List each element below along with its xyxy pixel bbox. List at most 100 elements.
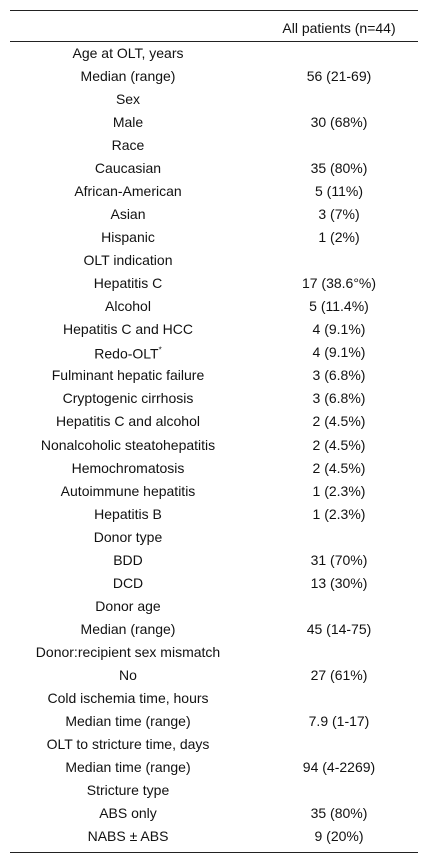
row-label: Caucasian bbox=[95, 160, 161, 176]
row-label-text: Donor:recipient sex mismatch bbox=[35, 643, 221, 660]
row-label: Donor age bbox=[95, 598, 160, 614]
row-label: Hemochromatosis bbox=[72, 460, 185, 476]
row-value: 1 (2.3%) bbox=[312, 482, 366, 499]
row-label-text: BDD bbox=[113, 551, 143, 568]
row-value: 5 (11.4%) bbox=[309, 298, 369, 315]
row-label-text: OLT to stricture time, days bbox=[46, 735, 210, 752]
row-label: Median (range) bbox=[81, 68, 176, 84]
row-value: 94 (4-2269) bbox=[302, 758, 376, 775]
row-label: Hepatitis C bbox=[94, 275, 162, 291]
row-label-text: Sex bbox=[115, 91, 141, 108]
row-value: 56 (21-69) bbox=[306, 68, 372, 85]
row-label-text: Hepatitis C and alcohol bbox=[56, 413, 200, 430]
row-label: Median (range) bbox=[81, 621, 176, 637]
row-label: Redo-OLT* bbox=[94, 343, 161, 362]
footnote-mark: * bbox=[158, 345, 162, 355]
row-label-text: Median (range) bbox=[80, 68, 176, 85]
row-label: No bbox=[119, 667, 137, 683]
row-value: 2 (4.5%) bbox=[312, 413, 366, 430]
row-label: Hepatitis C and HCC bbox=[63, 321, 193, 337]
row-label-text: Cryptogenic cirrhosis bbox=[62, 390, 194, 407]
row-label: Donor type bbox=[94, 529, 162, 545]
row-label-text: African-American bbox=[74, 183, 182, 200]
row-label: Race bbox=[112, 137, 145, 153]
row-label-text: Race bbox=[111, 137, 145, 154]
row-value: 5 (11%) bbox=[315, 183, 363, 200]
row-value: 3 (7%) bbox=[318, 206, 360, 223]
row-label: Sex bbox=[116, 91, 140, 107]
row-label-text: Median time (range) bbox=[65, 758, 191, 775]
row-label-text: Hepatitis C bbox=[93, 275, 163, 292]
row-label-text: OLT indication bbox=[83, 252, 173, 269]
row-label: Median time (range) bbox=[65, 713, 190, 729]
row-value: 1 (2.3%) bbox=[312, 505, 366, 522]
row-value: 45 (14-75) bbox=[306, 620, 372, 637]
row-label: Alcohol bbox=[105, 298, 151, 314]
row-value: 4 (9.1%) bbox=[312, 344, 366, 361]
header: All patients (n=44) bbox=[282, 20, 396, 36]
row-label: NABS ± ABS bbox=[88, 828, 169, 844]
row-label: BDD bbox=[113, 552, 143, 568]
row-label-text: Donor age bbox=[95, 597, 161, 614]
bottom-rule bbox=[10, 852, 418, 853]
row-label: Fulminant hepatic failure bbox=[52, 367, 205, 383]
row-label: Stricture type bbox=[87, 782, 169, 798]
row-label-text: Cold ischemia time, hours bbox=[47, 689, 209, 706]
row-value: 2 (4.5%) bbox=[312, 459, 366, 476]
row-label: Male bbox=[113, 114, 143, 130]
row-label-text: Fulminant hepatic failure bbox=[51, 367, 205, 384]
row-label-text: ABS only bbox=[99, 804, 157, 821]
row-value: 3 (6.8%) bbox=[312, 367, 366, 384]
row-label: OLT indication bbox=[84, 252, 173, 268]
row-label-text: Stricture type bbox=[86, 781, 170, 798]
row-label: Hepatitis B bbox=[94, 506, 162, 522]
row-label-text: Redo-OLT bbox=[94, 345, 159, 362]
row-label-text: NABS ± ABS bbox=[87, 828, 169, 845]
row-label-text: Male bbox=[112, 114, 144, 131]
top-rule bbox=[10, 10, 418, 11]
row-label-text: DCD bbox=[112, 574, 144, 591]
row-label-text: Donor type bbox=[93, 528, 163, 545]
row-value: 4 (9.1%) bbox=[312, 321, 366, 338]
row-label-text: Nonalcoholic steatohepatitis bbox=[40, 436, 216, 453]
row-label: Median time (range) bbox=[65, 759, 190, 775]
row-label: Asian bbox=[110, 206, 145, 222]
row-label: Hispanic bbox=[101, 229, 155, 245]
row-label-text: Median (range) bbox=[80, 620, 176, 637]
row-label: Age at OLT, years bbox=[72, 45, 183, 61]
row-label: DCD bbox=[113, 575, 143, 591]
row-label-text: Hispanic bbox=[101, 229, 155, 246]
row-value: 17 (38.6°%) bbox=[301, 275, 377, 292]
row-value: 1 (2%) bbox=[318, 229, 360, 246]
row-value: 30 (68%) bbox=[310, 114, 368, 131]
row-label-text: Hepatitis B bbox=[94, 505, 162, 522]
row-label-text: Autoimmune hepatitis bbox=[60, 482, 196, 499]
row-value: 3 (6.8%) bbox=[312, 390, 366, 407]
row-label: Hepatitis C and alcohol bbox=[56, 413, 200, 429]
row-value: 13 (30%) bbox=[310, 574, 368, 591]
row-label-text: Hepatitis C and HCC bbox=[63, 321, 193, 338]
row-label: African-American bbox=[74, 183, 181, 199]
row-value: 35 (80%) bbox=[310, 160, 368, 177]
row-label-text: No bbox=[119, 666, 137, 683]
row-value: 2 (4.5%) bbox=[312, 436, 366, 453]
row-label: Nonalcoholic steatohepatitis bbox=[41, 437, 215, 453]
row-value: 7.9 (1-17) bbox=[308, 712, 370, 729]
row-label: Autoimmune hepatitis bbox=[61, 483, 196, 499]
row-label: Cryptogenic cirrhosis bbox=[63, 390, 194, 406]
header-rule bbox=[10, 41, 418, 42]
row-label: ABS only bbox=[99, 805, 157, 821]
row-label-text: Median time (range) bbox=[65, 712, 191, 729]
row-label-text: Age at OLT, years bbox=[72, 45, 184, 61]
row-label-text: Asian bbox=[110, 206, 146, 223]
row-label-text: Alcohol bbox=[105, 298, 151, 315]
row-label: OLT to stricture time, days bbox=[47, 736, 210, 752]
row-label-text: Caucasian bbox=[94, 160, 162, 177]
row-value: 9 (20%) bbox=[314, 828, 364, 845]
row-value: 31 (70%) bbox=[310, 551, 368, 568]
row-label: Cold ischemia time, hours bbox=[47, 690, 208, 706]
row-value: 27 (61%) bbox=[310, 666, 368, 683]
row-label-text: Hemochromatosis bbox=[71, 459, 185, 476]
row-value: 35 (80%) bbox=[310, 804, 368, 821]
